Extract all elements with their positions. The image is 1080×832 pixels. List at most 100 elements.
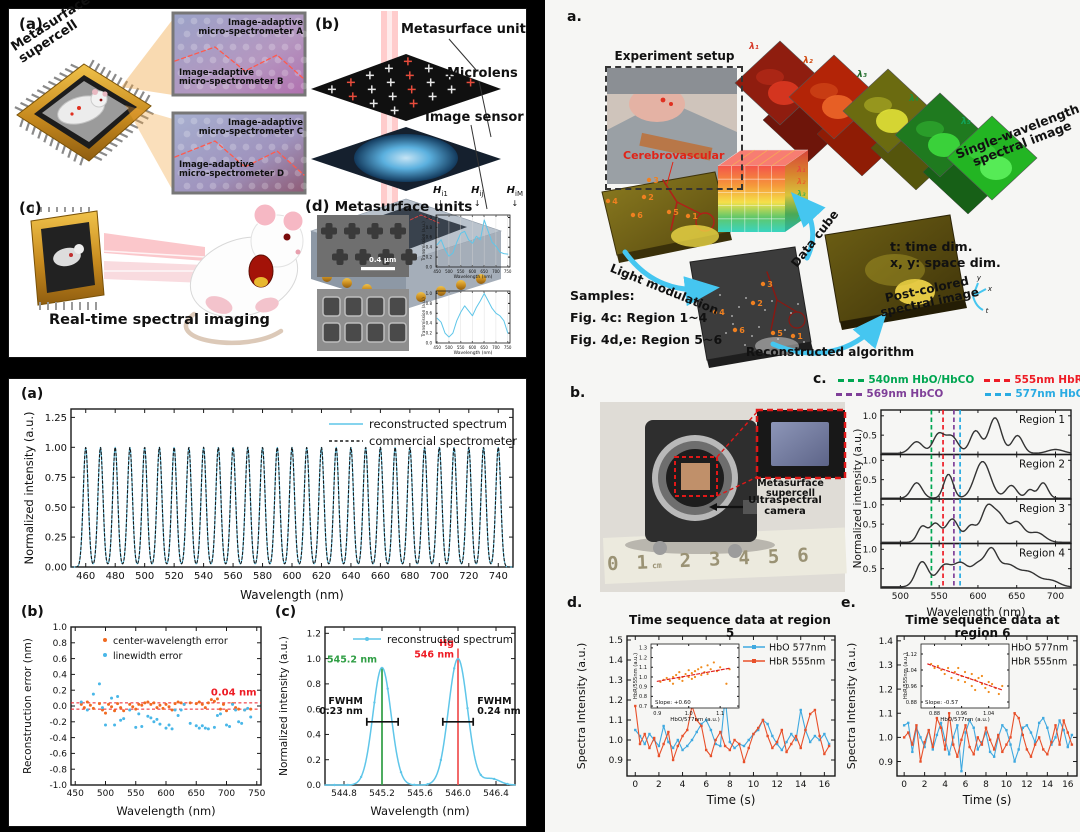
svg-text:Wavelength (nm): Wavelength (nm) xyxy=(370,804,469,818)
svg-text:Slope: +0.60: Slope: +0.60 xyxy=(655,700,691,706)
svg-text:6: 6 xyxy=(739,326,745,335)
svg-text:Wavelength (nm): Wavelength (nm) xyxy=(116,804,215,818)
experiment-setup-label: Experiment setup xyxy=(614,49,735,63)
svg-text:4: 4 xyxy=(942,780,948,790)
svg-text:0.4: 0.4 xyxy=(307,731,322,741)
svg-text:450: 450 xyxy=(433,269,441,274)
svg-text:8: 8 xyxy=(727,780,733,790)
svg-text:0.88: 0.88 xyxy=(929,711,940,717)
chart-d-title: Time sequence data at region 5 xyxy=(629,613,831,640)
svg-text:0.04 nm: 0.04 nm xyxy=(211,688,257,699)
svg-text:550: 550 xyxy=(457,269,465,274)
svg-text:Hg: Hg xyxy=(439,638,454,649)
svg-text:Region 1: Region 1 xyxy=(1019,414,1065,426)
realtime-caption: Real-time spectral imaging xyxy=(49,312,270,328)
svg-text:550: 550 xyxy=(127,789,144,799)
svg-text:1: 1 xyxy=(797,332,803,341)
svg-text:500: 500 xyxy=(445,345,453,350)
svg-text:0.88: 0.88 xyxy=(906,700,917,706)
svg-text:550: 550 xyxy=(931,592,948,602)
svg-text:Region 3: Region 3 xyxy=(1019,503,1065,515)
svg-text:12: 12 xyxy=(1021,780,1032,790)
svg-text:460: 460 xyxy=(76,571,95,582)
samples-line3: Fig. 4d,e: Region 5~6 xyxy=(570,332,723,347)
svg-text:Time (s): Time (s) xyxy=(706,793,756,807)
svg-text:HbR 555nm: HbR 555nm xyxy=(769,657,825,668)
dash-cyan-icon xyxy=(985,392,1012,396)
svg-text:0.7: 0.7 xyxy=(639,704,647,710)
svg-text:1.0: 1.0 xyxy=(879,734,894,744)
svg-text:8: 8 xyxy=(983,780,989,790)
svg-text:0: 0 xyxy=(632,780,638,790)
svg-text:0.4: 0.4 xyxy=(426,321,433,326)
schematic-art: 450 500 550 600 650 700 7500.00.20.40.60.81.0W… xyxy=(14,11,512,356)
dash-red-icon xyxy=(984,378,1011,382)
svg-text:λ₅: λ₅ xyxy=(796,213,806,222)
chart-a-label: (a) xyxy=(21,386,44,402)
svg-text:0.25: 0.25 xyxy=(45,533,67,544)
svg-text:0.6: 0.6 xyxy=(53,655,68,665)
dash-purple-icon xyxy=(836,392,863,396)
svg-text:Normalized intensity (a.u.): Normalized intensity (a.u.) xyxy=(22,411,36,564)
svg-text:0.8: 0.8 xyxy=(53,639,68,649)
svg-text:0.9: 0.9 xyxy=(609,756,624,766)
svg-text:λ₅: λ₅ xyxy=(960,117,971,127)
svg-text:0.2: 0.2 xyxy=(307,756,321,766)
svg-text:HbO/577nm (a.u.): HbO/577nm (a.u.) xyxy=(940,717,990,723)
svg-text:10: 10 xyxy=(1001,780,1013,790)
svg-text:660: 660 xyxy=(371,571,390,582)
svg-text:650: 650 xyxy=(480,269,488,274)
svg-text:520: 520 xyxy=(165,571,184,582)
svg-text:Time (s): Time (s) xyxy=(962,793,1012,807)
svg-text:-0.6: -0.6 xyxy=(49,750,67,760)
svg-text:0.0: 0.0 xyxy=(307,781,322,791)
svg-text:0.5: 0.5 xyxy=(863,476,877,486)
svg-text:580: 580 xyxy=(253,571,272,582)
svg-text:λ₃: λ₃ xyxy=(796,189,806,198)
svg-text:1.3: 1.3 xyxy=(609,676,623,686)
chart-b-label: (b) xyxy=(21,604,44,620)
chart-c-label: (c) xyxy=(275,604,297,620)
svg-text:500: 500 xyxy=(445,269,453,274)
svg-text:14: 14 xyxy=(795,780,807,790)
invivo-art: λ₁λ₂λ₃λ₄λ₅152346λ₁λ₂λ₃λ₄λ₅152346xyt0.51.… xyxy=(575,40,1078,807)
svg-text:14: 14 xyxy=(1042,780,1054,790)
svg-text:Reconstruction error (nm): Reconstruction error (nm) xyxy=(22,638,34,774)
svg-text:0.8: 0.8 xyxy=(426,301,433,306)
svg-text:1.1: 1.1 xyxy=(716,711,724,717)
svg-text:0.50: 0.50 xyxy=(45,503,67,514)
svg-text:700: 700 xyxy=(430,571,449,582)
samples-line2: Fig. 4c: Region 1~4 xyxy=(570,310,708,325)
h-iM-label: HiM ↓ xyxy=(506,185,523,208)
ultraspectral-camera-label: Ultraspectral camera xyxy=(748,495,822,517)
svg-text:HbR/555nm (a.u.): HbR/555nm (a.u.) xyxy=(633,653,639,699)
legend-c-row2: 569nm HbCO 577nm HbO xyxy=(836,388,1080,400)
svg-text:1.0: 1.0 xyxy=(53,623,68,633)
panel4a-label: a. xyxy=(567,9,582,25)
chart-e-title: Time sequence data at region 6 xyxy=(905,613,1060,640)
spectra-charts: 460 480 500 520 540 560 580 600 620 640 660 680 700 7… xyxy=(22,408,521,818)
svg-text:y: y xyxy=(976,274,982,282)
legend-577: 577nm HbO xyxy=(985,388,1080,400)
svg-text:0: 0 xyxy=(901,780,907,790)
svg-text:1.0: 1.0 xyxy=(863,457,878,467)
svg-text:650: 650 xyxy=(188,789,205,799)
svg-text:1.1: 1.1 xyxy=(639,665,647,671)
samples-line1: Samples: xyxy=(570,288,635,303)
svg-text:1.3: 1.3 xyxy=(639,646,647,652)
svg-text:Spectra Intensity (a.u.): Spectra Intensity (a.u.) xyxy=(845,643,858,770)
svg-text:Wavelength (nm): Wavelength (nm) xyxy=(926,605,1025,619)
svg-text:λ₂: λ₂ xyxy=(802,56,813,66)
svg-text:750: 750 xyxy=(248,789,265,799)
svg-text:700: 700 xyxy=(492,269,500,274)
svg-text:1.04: 1.04 xyxy=(906,668,917,674)
svg-text:λ₁: λ₁ xyxy=(796,165,806,174)
svg-text:4: 4 xyxy=(612,197,618,206)
svg-text:1.00: 1.00 xyxy=(45,443,67,454)
svg-text:0.0: 0.0 xyxy=(426,340,433,345)
svg-text:3: 3 xyxy=(767,280,773,289)
svg-text:0.5: 0.5 xyxy=(863,431,877,441)
h-i1-label: Hi1 ↓ xyxy=(433,185,448,208)
svg-text:1.0: 1.0 xyxy=(863,412,878,422)
metasurface-units-title: Metasurface units xyxy=(334,199,473,215)
